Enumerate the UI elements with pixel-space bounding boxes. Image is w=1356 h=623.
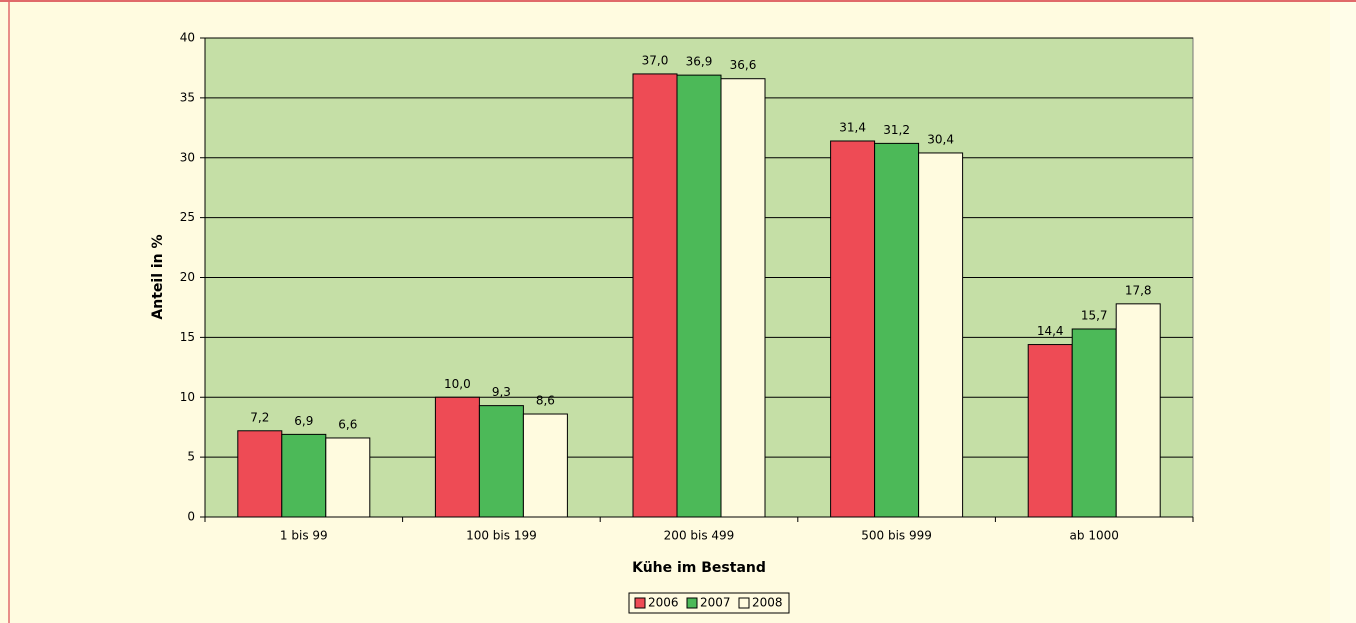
y-tick-label: 0 bbox=[187, 510, 195, 524]
value-label: 6,6 bbox=[338, 417, 357, 431]
bar bbox=[478, 405, 524, 518]
value-label: 14,4 bbox=[1037, 324, 1064, 338]
bar bbox=[830, 140, 876, 518]
bar bbox=[874, 142, 920, 518]
x-tick-label: 500 bis 999 bbox=[861, 529, 932, 543]
y-tick-label: 35 bbox=[180, 90, 195, 104]
value-label: 8,6 bbox=[536, 394, 555, 408]
y-tick-label: 25 bbox=[180, 210, 195, 224]
value-label: 36,6 bbox=[730, 58, 757, 72]
bar bbox=[325, 437, 371, 518]
x-tick-label: 1 bis 99 bbox=[280, 529, 328, 543]
bar bbox=[1071, 328, 1117, 518]
bar bbox=[632, 73, 678, 518]
bar bbox=[434, 396, 480, 518]
legend-label: 2006 bbox=[648, 596, 679, 610]
value-label: 10,0 bbox=[444, 377, 471, 391]
bar bbox=[281, 433, 327, 518]
y-tick-label: 5 bbox=[187, 450, 195, 464]
legend-label: 2008 bbox=[752, 596, 783, 610]
y-axis-title: Anteil in % bbox=[150, 234, 166, 319]
y-tick-label: 10 bbox=[180, 390, 195, 404]
x-tick-label: 200 bis 499 bbox=[664, 529, 735, 543]
bar bbox=[918, 152, 964, 518]
bar bbox=[676, 74, 722, 518]
x-axis-title: Kühe im Bestand bbox=[632, 560, 766, 576]
legend-swatch bbox=[738, 597, 750, 609]
value-label: 7,2 bbox=[250, 410, 269, 424]
value-label: 30,4 bbox=[927, 132, 954, 146]
value-label: 17,8 bbox=[1125, 283, 1152, 297]
bar bbox=[522, 413, 568, 518]
x-tick-label: 100 bis 199 bbox=[466, 529, 537, 543]
bar bbox=[1027, 344, 1073, 518]
value-label: 15,7 bbox=[1081, 308, 1108, 322]
y-tick-label: 40 bbox=[180, 31, 195, 45]
bar bbox=[1115, 303, 1161, 518]
value-label: 36,9 bbox=[686, 55, 713, 69]
value-label: 31,4 bbox=[839, 120, 866, 134]
right-stripe bbox=[1330, 0, 1356, 623]
legend-swatch bbox=[686, 597, 698, 609]
value-label: 6,9 bbox=[294, 414, 313, 428]
legend-swatch bbox=[634, 597, 646, 609]
bar bbox=[237, 430, 283, 518]
value-label: 9,3 bbox=[492, 385, 511, 399]
y-tick-label: 15 bbox=[180, 330, 195, 344]
y-tick-label: 20 bbox=[180, 270, 195, 284]
value-label: 37,0 bbox=[642, 53, 669, 67]
legend-label: 2007 bbox=[700, 596, 731, 610]
value-label: 31,2 bbox=[883, 123, 910, 137]
y-tick-label: 30 bbox=[180, 150, 195, 164]
bar bbox=[720, 78, 766, 518]
x-tick-label: ab 1000 bbox=[1070, 529, 1119, 543]
